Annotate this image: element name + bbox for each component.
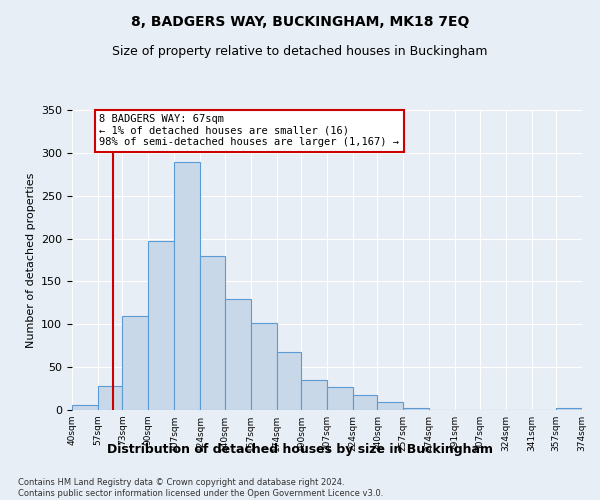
Bar (403, 408, 430, 410)
Bar (377, 402, 403, 410)
Bar (277, 352, 301, 410)
Bar (353, 394, 377, 410)
Bar (556, 408, 582, 410)
Bar (301, 380, 327, 410)
Bar (327, 387, 353, 410)
Y-axis label: Number of detached properties: Number of detached properties (26, 172, 35, 348)
Text: Size of property relative to detached houses in Buckingham: Size of property relative to detached ho… (112, 45, 488, 58)
Bar (122, 316, 148, 410)
Bar (148, 241, 175, 410)
Bar (224, 298, 251, 410)
Bar (175, 162, 200, 410)
Text: 8 BADGERS WAY: 67sqm
← 1% of detached houses are smaller (16)
98% of semi-detach: 8 BADGERS WAY: 67sqm ← 1% of detached ho… (100, 114, 400, 148)
Bar (251, 324, 277, 410)
Text: Distribution of detached houses by size in Buckingham: Distribution of detached houses by size … (107, 442, 493, 456)
Text: 8, BADGERS WAY, BUCKINGHAM, MK18 7EQ: 8, BADGERS WAY, BUCKINGHAM, MK18 7EQ (131, 15, 469, 29)
Bar (98, 386, 122, 410)
Bar (200, 256, 224, 410)
Text: Contains HM Land Registry data © Crown copyright and database right 2024.
Contai: Contains HM Land Registry data © Crown c… (18, 478, 383, 498)
Bar (72, 405, 98, 410)
